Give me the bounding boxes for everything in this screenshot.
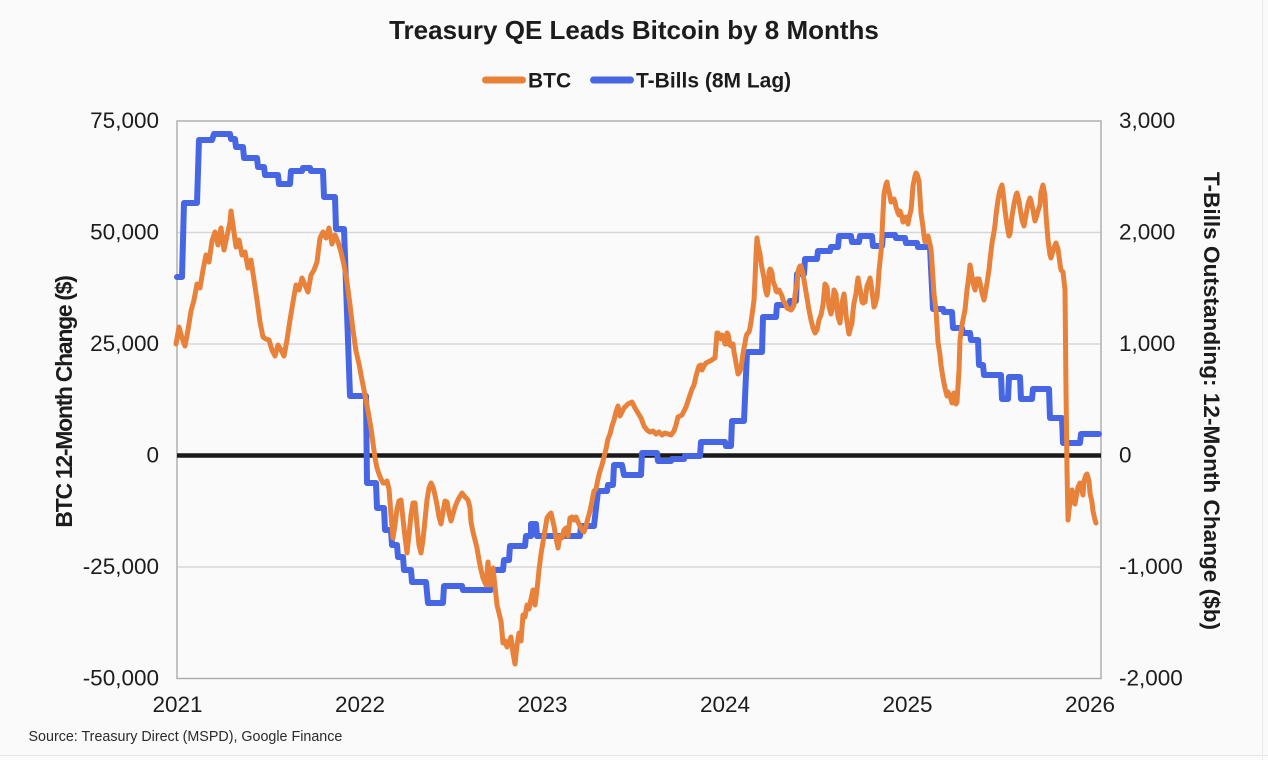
svg-text:3,000: 3,000 <box>1119 108 1175 133</box>
svg-text:2,000: 2,000 <box>1119 220 1175 245</box>
svg-text:2021: 2021 <box>152 692 202 717</box>
svg-text:-2,000: -2,000 <box>1119 666 1183 691</box>
svg-text:BTC: BTC <box>528 70 571 93</box>
svg-text:75,000: 75,000 <box>90 108 159 133</box>
svg-text:2025: 2025 <box>882 692 932 717</box>
svg-text:50,000: 50,000 <box>90 220 159 245</box>
svg-text:-25,000: -25,000 <box>83 554 159 579</box>
svg-text:T-Bills Outstanding: 12-Month: T-Bills Outstanding: 12-Month Change ($b… <box>1199 172 1224 630</box>
svg-text:2026: 2026 <box>1065 692 1115 717</box>
svg-text:0: 0 <box>1119 443 1132 468</box>
svg-text:2023: 2023 <box>517 692 567 717</box>
svg-text:Source: Treasury Direct (MSPD): Source: Treasury Direct (MSPD), Google F… <box>29 729 343 745</box>
svg-text:2022: 2022 <box>335 692 385 717</box>
svg-text:2024: 2024 <box>700 692 750 717</box>
svg-text:-1,000: -1,000 <box>1119 554 1183 579</box>
svg-text:25,000: 25,000 <box>90 331 159 356</box>
svg-text:BTC 12-Month Change ($): BTC 12-Month Change ($) <box>51 276 77 528</box>
svg-text:0: 0 <box>146 443 159 468</box>
svg-text:-50,000: -50,000 <box>83 666 159 691</box>
svg-text:1,000: 1,000 <box>1119 331 1175 356</box>
svg-text:Treasury QE Leads Bitcoin by 8: Treasury QE Leads Bitcoin by 8 Months <box>389 15 879 45</box>
svg-text:T-Bills (8M Lag): T-Bills (8M Lag) <box>636 70 791 93</box>
